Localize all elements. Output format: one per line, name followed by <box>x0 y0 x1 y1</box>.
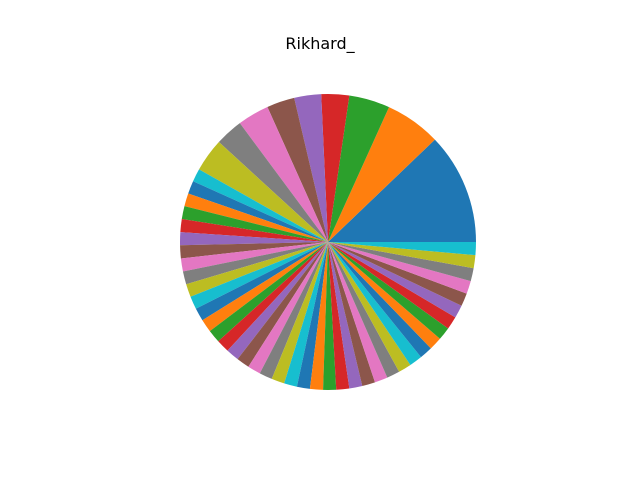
pie-slices <box>180 94 476 390</box>
pie-slice-45 <box>328 242 462 318</box>
chart-title: Rikhard_ <box>285 34 355 53</box>
pie-slice-3 <box>328 95 390 242</box>
pie-slice-22 <box>202 242 328 332</box>
pie-slice-4 <box>321 94 350 242</box>
pie-slice-48 <box>328 242 474 282</box>
pie-slice-33 <box>323 242 337 390</box>
pie-slice-13 <box>181 206 328 242</box>
pie-slice-43 <box>328 242 449 339</box>
pie-slice-28 <box>259 242 328 379</box>
pie-slice-31 <box>296 242 328 389</box>
pie-slice-38 <box>328 242 400 378</box>
pie-slice-41 <box>328 242 431 358</box>
pie-slice-40 <box>328 242 422 365</box>
pie-slice-21 <box>195 242 328 321</box>
pie-slice-39 <box>328 242 411 372</box>
pie-slice-1 <box>328 139 476 242</box>
pie-slice-12 <box>184 193 328 242</box>
pie-slice-42 <box>328 242 440 349</box>
pie-slice-30 <box>284 242 328 387</box>
pie-slice-15 <box>180 232 328 246</box>
pie-slice-29 <box>271 242 328 384</box>
pie-slice-26 <box>237 242 328 367</box>
pie-slice-8 <box>218 123 328 242</box>
pie-slice-16 <box>180 242 328 259</box>
pie-slice-44 <box>328 242 456 329</box>
pie-slice-14 <box>180 219 328 242</box>
pie-slice-24 <box>218 242 328 351</box>
pie-slice-20 <box>190 242 328 309</box>
pie-slice-36 <box>328 242 375 386</box>
pie-slice-50 <box>328 242 476 256</box>
pie-slice-17 <box>180 242 328 272</box>
pie-slice-2 <box>328 107 435 242</box>
pie-slice-7 <box>239 106 328 242</box>
pie-slice-9 <box>199 142 328 242</box>
pie-slice-11 <box>188 181 328 242</box>
pie-slice-23 <box>209 242 328 342</box>
pie-slice-18 <box>182 242 328 285</box>
pie-slice-5 <box>294 94 328 243</box>
pie-slice-27 <box>248 242 328 374</box>
pie-slice-35 <box>328 242 363 389</box>
pie-slice-47 <box>328 242 471 294</box>
pie-slice-46 <box>328 242 467 306</box>
pie-slice-32 <box>309 242 328 390</box>
pie-slice-19 <box>186 242 328 297</box>
pie-slice-34 <box>328 242 350 390</box>
pie-slice-6 <box>267 97 328 242</box>
pie-slice-49 <box>328 242 476 269</box>
pie-slice-10 <box>193 169 328 242</box>
pie-slice-25 <box>227 242 328 360</box>
pie-slice-37 <box>328 242 388 383</box>
